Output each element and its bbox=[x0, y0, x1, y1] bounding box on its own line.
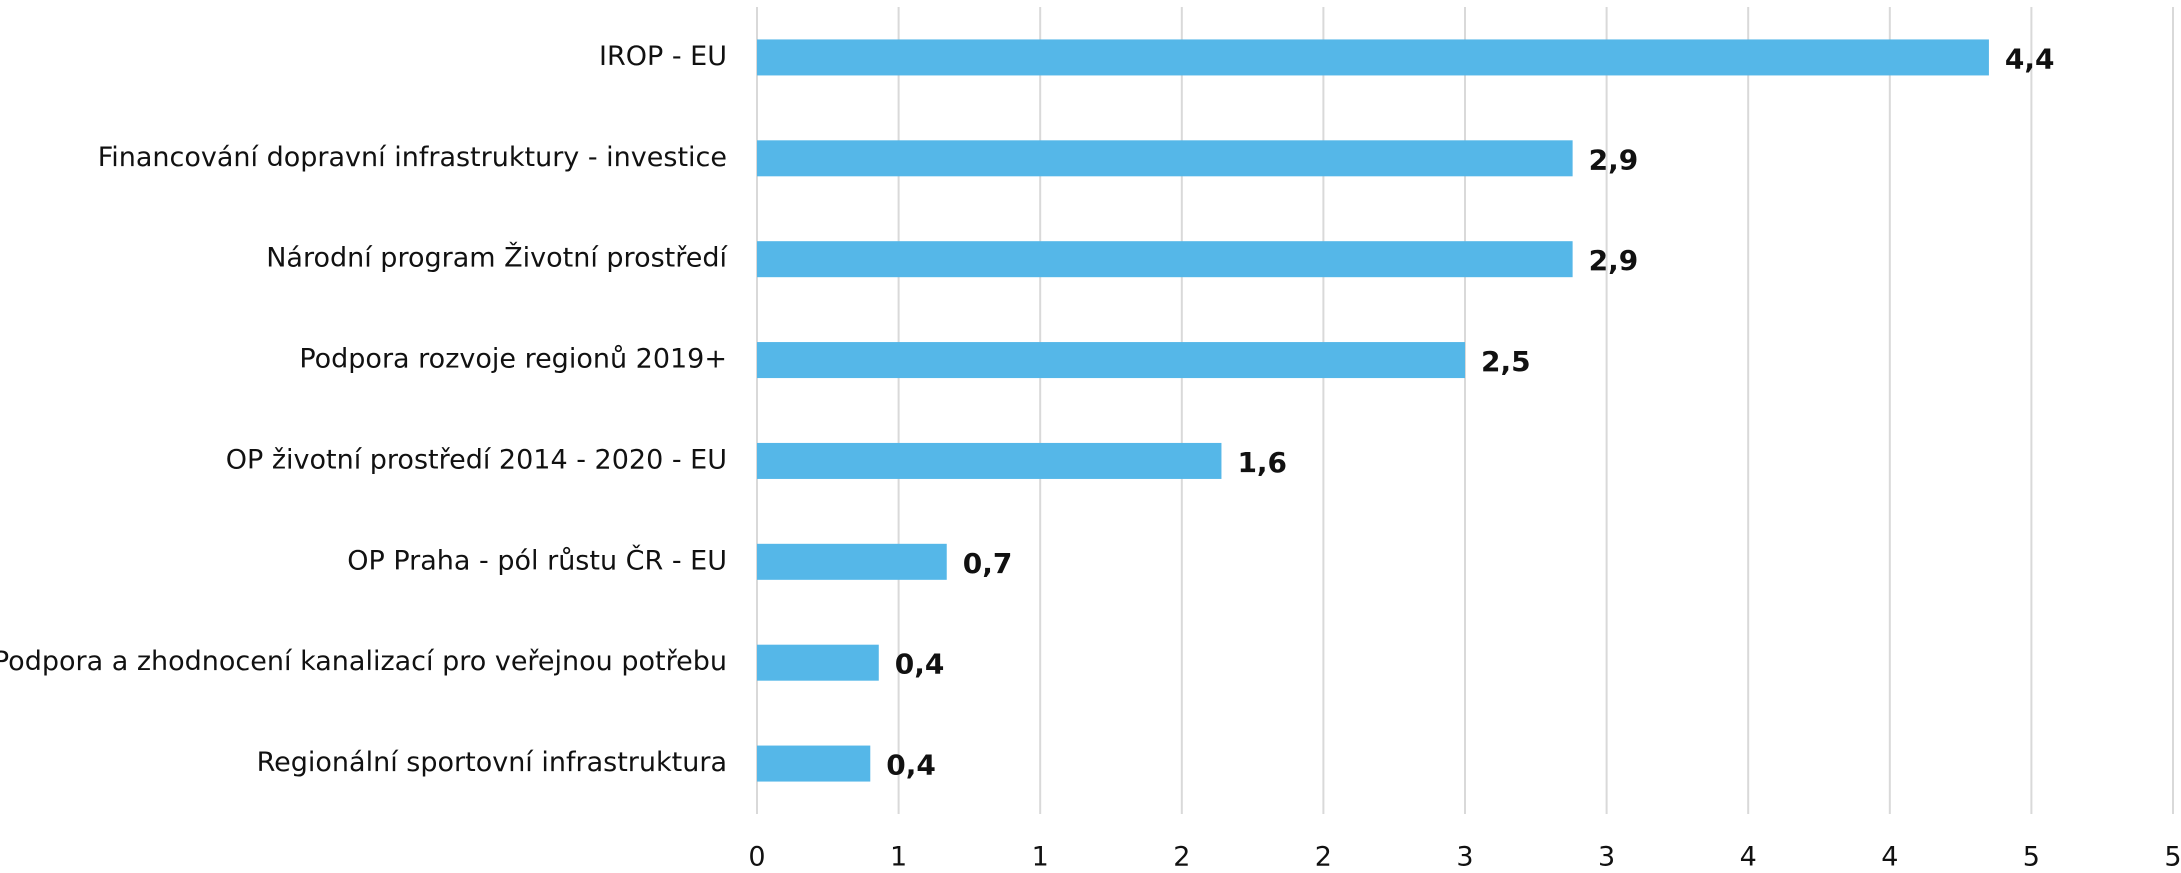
bar bbox=[757, 241, 1573, 278]
x-tick-label: 2 bbox=[1173, 842, 1190, 873]
y-tick-label: OP životní prostředí 2014 - 2020 - EU bbox=[226, 444, 727, 475]
bar bbox=[757, 39, 1989, 76]
x-tick-label: 2 bbox=[1315, 842, 1332, 873]
x-tick-label: 3 bbox=[1598, 842, 1615, 873]
x-tick-label: 0 bbox=[748, 842, 765, 873]
x-tick-label: 4 bbox=[1740, 842, 1757, 873]
y-tick-label: Podpora a zhodnocení kanalizací pro veře… bbox=[0, 646, 727, 677]
data-label: 4,4 bbox=[2005, 42, 2055, 75]
x-tick-label: 5 bbox=[2023, 842, 2040, 873]
bar bbox=[757, 140, 1573, 177]
x-tick-label: 1 bbox=[890, 842, 907, 873]
x-tick-label: 5 bbox=[2164, 842, 2181, 873]
y-tick-label: Regionální sportovní infrastruktura bbox=[257, 747, 727, 778]
y-tick-label: IROP - EU bbox=[599, 41, 727, 72]
data-label: 2,9 bbox=[1589, 244, 1639, 277]
bar bbox=[757, 442, 1222, 479]
bar bbox=[757, 342, 1465, 379]
bar bbox=[757, 745, 871, 782]
x-tick-label: 1 bbox=[1032, 842, 1049, 873]
y-tick-label: OP Praha - pól růstu ČR - EU bbox=[347, 544, 727, 576]
data-label: 2,9 bbox=[1589, 143, 1639, 176]
bar bbox=[757, 644, 879, 681]
data-label: 2,5 bbox=[1481, 345, 1531, 378]
data-label: 1,6 bbox=[1237, 446, 1287, 479]
y-tick-label: Podpora rozvoje regionů 2019+ bbox=[299, 344, 727, 375]
data-label: 0,4 bbox=[886, 749, 936, 782]
y-tick-label: Financování dopravní infrastruktury - in… bbox=[98, 142, 727, 173]
x-tick-label: 3 bbox=[1456, 842, 1473, 873]
bar bbox=[757, 543, 947, 580]
data-label: 0,7 bbox=[963, 547, 1013, 580]
y-tick-label: Národní program Životní prostředí bbox=[266, 242, 728, 274]
data-label: 0,4 bbox=[895, 648, 945, 681]
x-tick-label: 4 bbox=[1881, 842, 1898, 873]
